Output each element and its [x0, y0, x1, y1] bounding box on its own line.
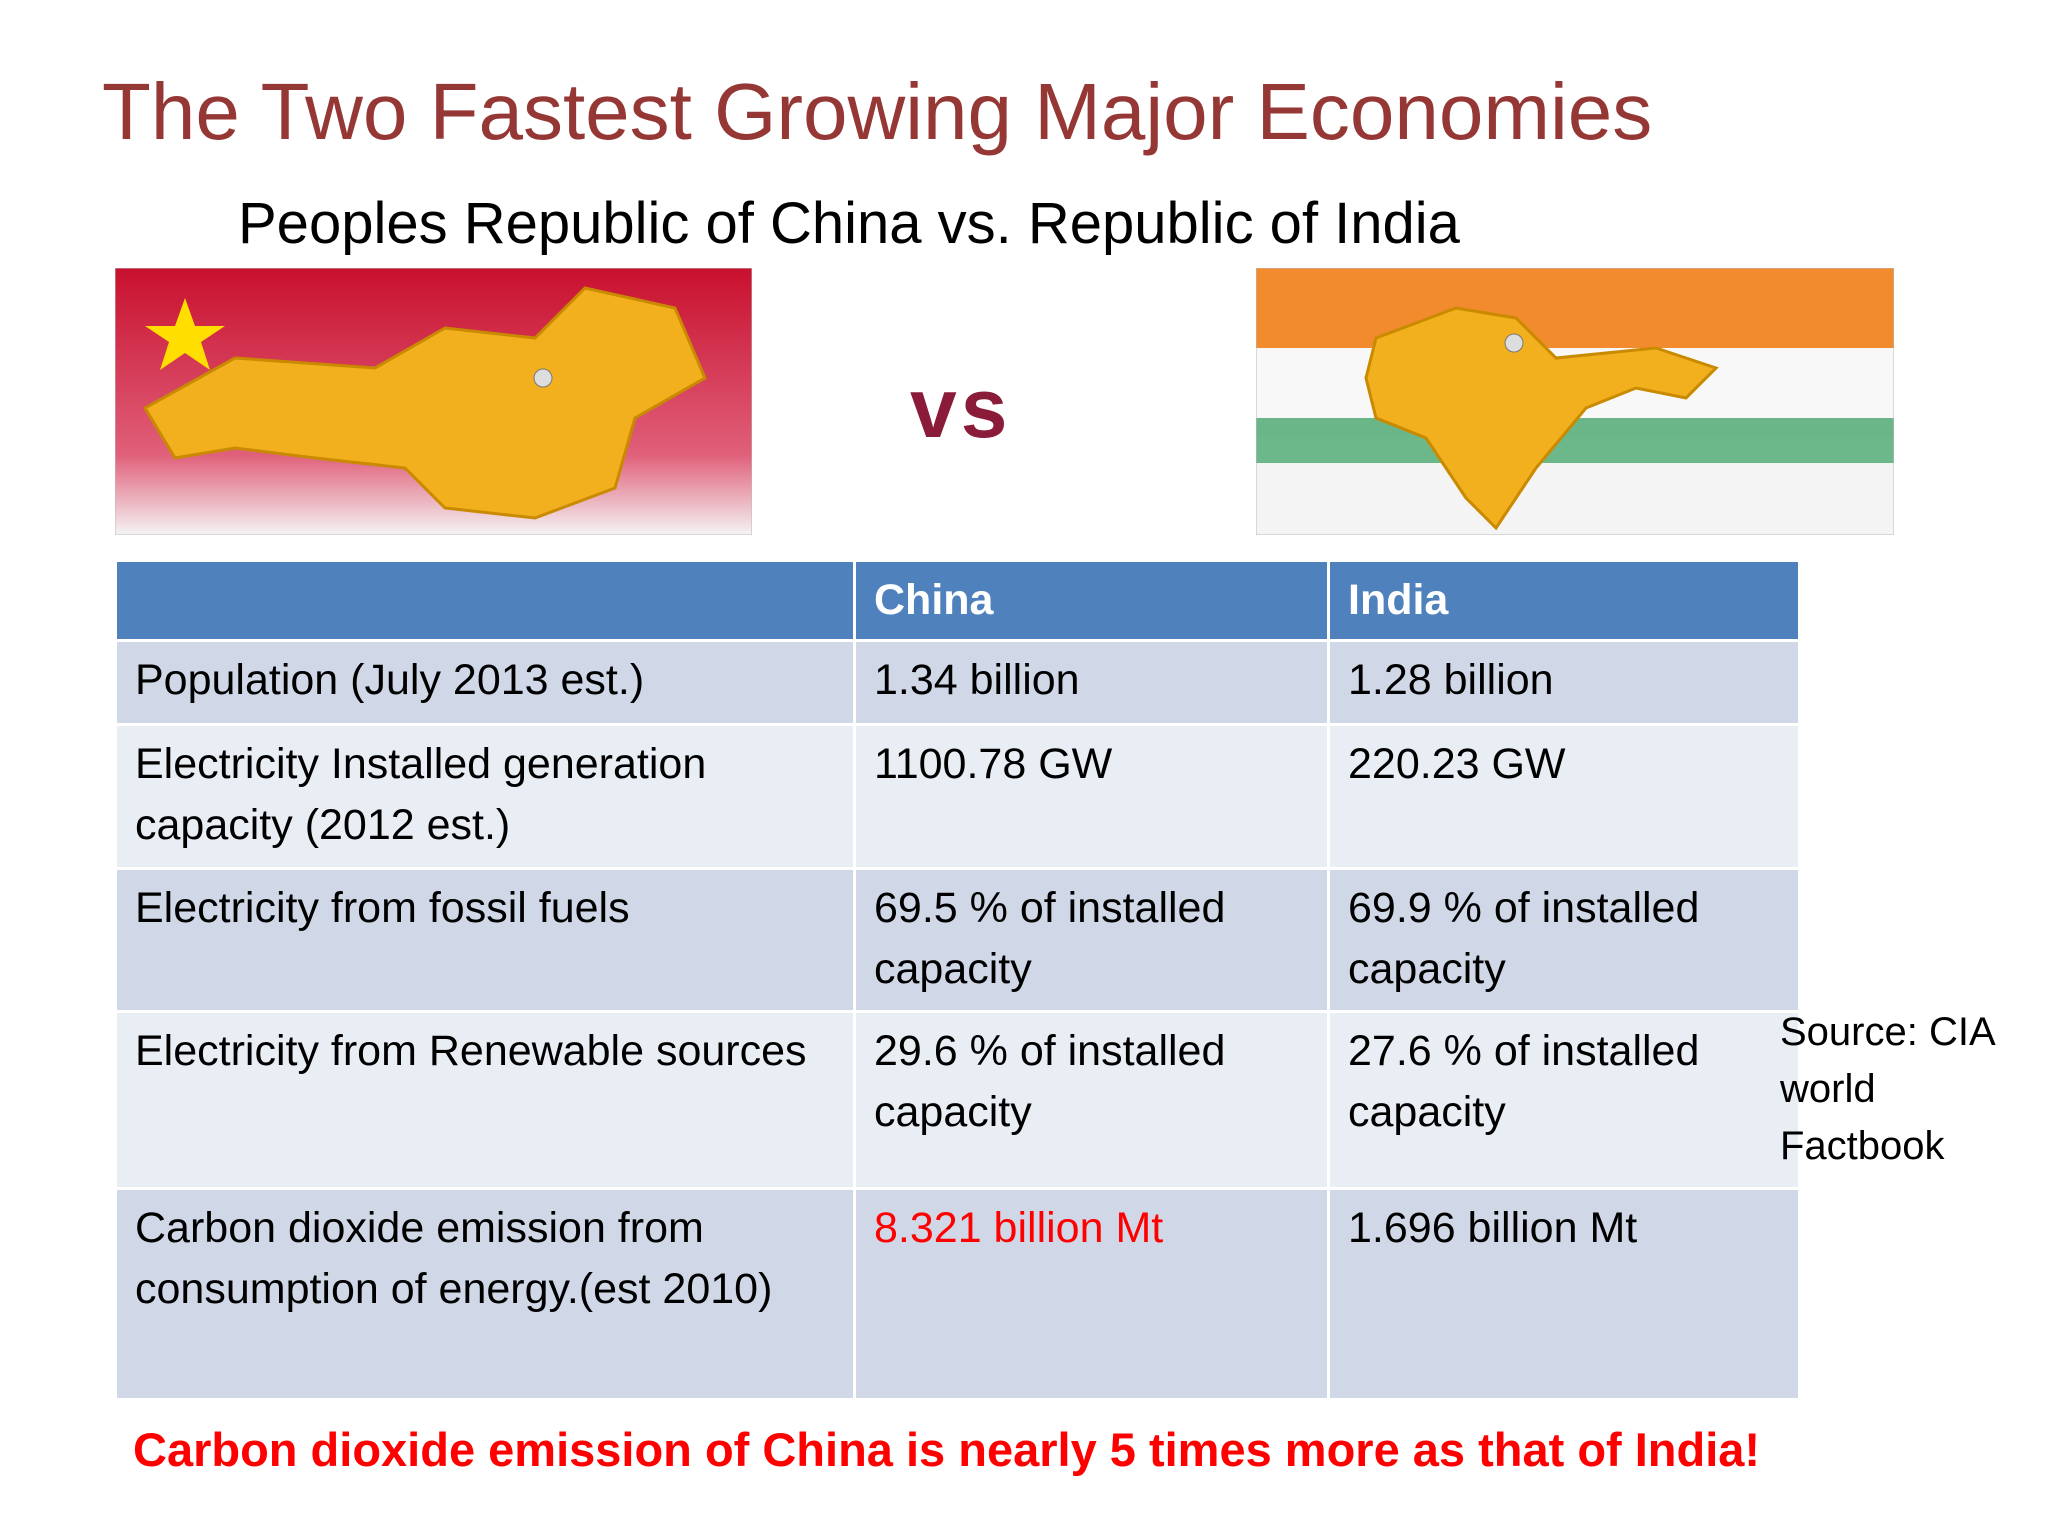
- table-row: Carbon dioxide emission from consumption…: [114, 1187, 1801, 1401]
- header-cell: China: [853, 559, 1330, 642]
- cell: 27.6 % of installed capacity: [1327, 1010, 1801, 1190]
- footnote: Carbon dioxide emission of China is near…: [133, 1423, 1761, 1476]
- cell: 1.28 billion: [1327, 639, 1801, 726]
- cell: 220.23 GW: [1327, 723, 1801, 870]
- row-label: Population (July 2013 est.): [114, 639, 856, 726]
- source-note: Source: CIA world Factbook: [1780, 1010, 1994, 1168]
- header-cell: India: [1327, 559, 1801, 642]
- table-row: Electricity from Renewable sources 29.6 %…: [114, 1010, 1801, 1190]
- slide-subtitle: Peoples Republic of China vs. Republic o…: [238, 191, 1460, 256]
- cell: 1.696 billion Mt: [1327, 1187, 1801, 1401]
- vs-label: vs: [910, 361, 1012, 455]
- cell: 8.321 billion Mt: [853, 1187, 1330, 1401]
- cell: 69.9 % of installed capacity: [1327, 867, 1801, 1013]
- row-label: Electricity from fossil fuels: [114, 867, 856, 1013]
- comparison-table: China India Population (July 2013 est.) 1.3…: [114, 559, 1801, 1401]
- row-label: Electricity Installed generation capacit…: [114, 723, 856, 870]
- row-label: Electricity from Renewable sources: [114, 1010, 856, 1190]
- table-header-row: China India: [114, 559, 1801, 642]
- china-map-image: [115, 268, 752, 535]
- cell: 1100.78 GW: [853, 723, 1330, 870]
- slide-title: The Two Fastest Growing Major Economies: [102, 67, 1653, 156]
- row-label: Carbon dioxide emission from consumption…: [114, 1187, 856, 1401]
- cell: 69.5 % of installed capacity: [853, 867, 1330, 1013]
- table-row: Electricity Installed generation capacit…: [114, 723, 1801, 870]
- india-map-image: [1256, 268, 1894, 535]
- cell: 1.34 billion: [853, 639, 1330, 726]
- table-row: Population (July 2013 est.) 1.34 billion 1…: [114, 639, 1801, 726]
- cell: 29.6 % of installed capacity: [853, 1010, 1330, 1190]
- table-row: Electricity from fossil fuels 69.5 % of i…: [114, 867, 1801, 1013]
- header-cell: [114, 559, 856, 642]
